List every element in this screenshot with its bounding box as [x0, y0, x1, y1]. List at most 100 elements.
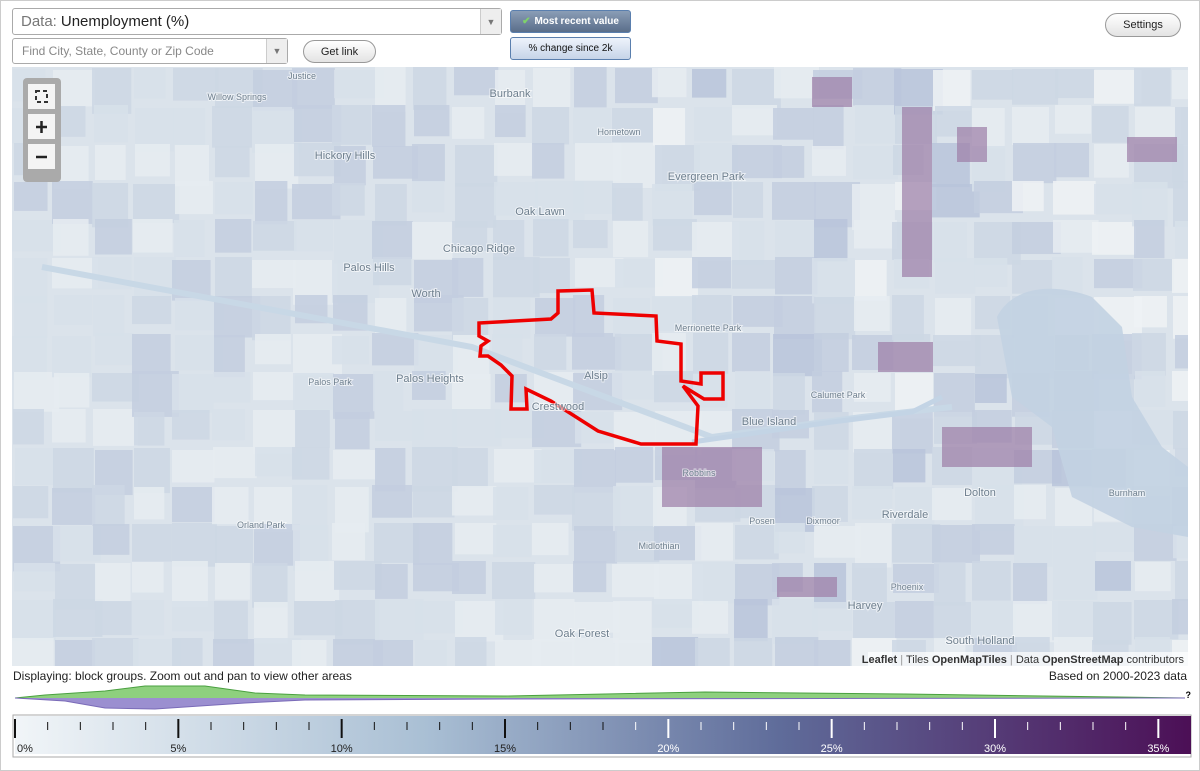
block-group: [494, 449, 542, 483]
block-group: [213, 639, 255, 666]
selected-boundary: [477, 288, 725, 446]
block-group: [814, 526, 861, 558]
block-group: [1127, 137, 1177, 162]
block-group: [295, 561, 340, 602]
block-group: [694, 143, 738, 189]
block-group: [532, 523, 569, 556]
attr-sep: |: [1007, 654, 1016, 666]
block-group: [655, 145, 701, 191]
block-group: [292, 447, 330, 480]
block-group: [1132, 333, 1166, 376]
block-group: [132, 562, 164, 593]
block-group: [613, 143, 662, 189]
block-group: [612, 564, 660, 598]
block-group: [332, 105, 372, 145]
block-group: [573, 561, 607, 593]
block-group: [532, 639, 575, 666]
attr-link[interactable]: OpenStreetMap: [1042, 654, 1124, 666]
block-group: [52, 409, 86, 443]
place-label: Chicago Ridge: [443, 243, 515, 255]
block-group: [1093, 602, 1132, 645]
block-group: [212, 409, 245, 441]
block-group: [1172, 371, 1188, 401]
place-label: Hickory Hills: [315, 150, 376, 162]
block-group: [1013, 143, 1057, 184]
block-group: [774, 67, 820, 99]
block-group: [1134, 220, 1165, 259]
block-group: [695, 638, 730, 666]
block-group: [493, 220, 525, 261]
block-group: [734, 638, 773, 666]
block-group: [853, 146, 898, 180]
block-group: [933, 70, 971, 111]
block-group: [53, 448, 94, 493]
block-group: [1012, 107, 1050, 146]
block-group: [732, 221, 765, 266]
tick-label: 10%: [331, 743, 353, 755]
data-select[interactable]: Data: Unemployment (%) ▼: [12, 8, 502, 35]
attr-link[interactable]: Leaflet: [862, 654, 898, 666]
place-label: Posen: [749, 516, 775, 526]
block-group: [452, 409, 502, 447]
block-group: [534, 334, 567, 370]
block-group: [534, 599, 575, 642]
block-group: [172, 523, 217, 567]
pct-change-toggle[interactable]: % change since 2k: [510, 37, 631, 60]
block-group: [455, 145, 498, 187]
data-years: Based on 2000-2023 data: [1048, 669, 1187, 683]
block-group: [13, 409, 44, 445]
block-group: [294, 220, 333, 252]
block-group: [452, 374, 491, 409]
block-group: [852, 563, 887, 607]
block-group: [572, 333, 622, 370]
attribution: Leaflet | Tiles OpenMapTiles | Data Open…: [862, 654, 1185, 666]
block-group: [375, 448, 406, 492]
block-group: [893, 449, 926, 483]
block-group: [132, 334, 171, 375]
block-group: [935, 298, 972, 341]
block-group: [895, 487, 935, 530]
block-group: [374, 523, 420, 563]
block-group: [814, 640, 851, 666]
block-group: [132, 371, 179, 417]
place-label: Burnham: [1109, 488, 1146, 498]
attr-link[interactable]: OpenMapTiles: [932, 654, 1007, 666]
block-group: [332, 183, 365, 216]
get-link-button[interactable]: Get link: [303, 40, 376, 63]
block-group: [215, 182, 253, 215]
search-box[interactable]: Find City, State, County or Zip Code ▼: [12, 38, 288, 64]
block-group: [1014, 526, 1053, 567]
block-group: [1095, 561, 1131, 591]
block-group: [452, 486, 497, 516]
block-group: [413, 523, 453, 565]
block-group: [332, 523, 366, 561]
block-group: [652, 184, 693, 226]
dropdown-arrow: ▼: [266, 39, 287, 63]
block-group: [1132, 182, 1168, 227]
settings-button[interactable]: Settings: [1105, 13, 1181, 37]
block-group: [412, 409, 458, 449]
block-group: [53, 526, 101, 562]
block-group: [134, 448, 170, 494]
block-group: [812, 146, 846, 176]
place-labels: Justice Willow Springs Burbank Hometown Hick…: [206, 70, 1146, 648]
place-label: Oak Lawn: [515, 206, 565, 218]
block-group: [1052, 601, 1100, 641]
block-group: [215, 257, 252, 298]
block-group: [734, 599, 768, 642]
block-group: [13, 486, 49, 519]
fullscreen-button[interactable]: [28, 84, 55, 109]
block-group: [812, 602, 852, 631]
map[interactable]: Justice Willow Springs Burbank Hometown Hick…: [12, 67, 1188, 666]
place-label: Hometown: [597, 127, 640, 137]
block-group: [1014, 485, 1047, 520]
block-group: [132, 600, 165, 636]
most-recent-toggle[interactable]: ✔ Most recent value: [510, 10, 631, 33]
block-group: [53, 599, 103, 637]
color-scale: [15, 716, 1191, 754]
block-group: [15, 448, 54, 485]
block-group: [853, 602, 895, 639]
block-group: [534, 450, 582, 483]
toggle-label: Most recent value: [534, 16, 619, 27]
block-group: [372, 105, 406, 147]
